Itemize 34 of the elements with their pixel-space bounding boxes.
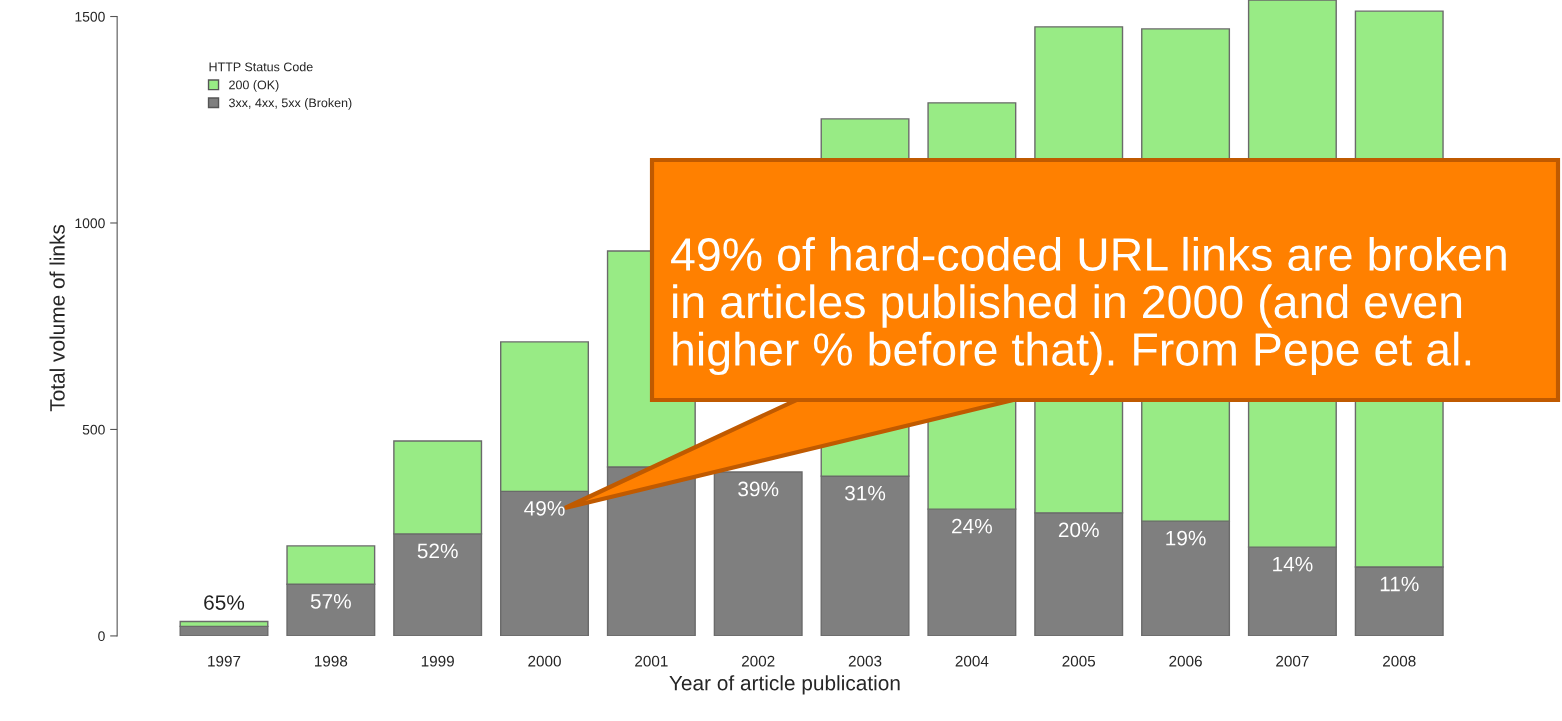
x-tick-label: 2008 xyxy=(1383,655,1416,667)
x-axis-title: Year of article publication xyxy=(669,675,900,695)
annotation: 49% xyxy=(524,501,565,516)
annotation: 65% xyxy=(204,595,245,610)
annotation: 24% xyxy=(952,518,992,534)
legend-title: HTTP Status Code xyxy=(209,62,313,72)
y-axis-title: Total volume of links xyxy=(49,224,65,412)
bar xyxy=(713,471,803,636)
x-tick-label: 2002 xyxy=(741,655,775,667)
annotation: 11% xyxy=(1380,576,1419,592)
x-tick-label: 1997 xyxy=(208,655,241,667)
annotation: 52% xyxy=(417,543,458,559)
x-tick-label: 1998 xyxy=(315,655,348,667)
x-tick-label: 2000 xyxy=(528,655,561,667)
x-tick-label: 2001 xyxy=(635,655,668,667)
y-tick-label: 1000 xyxy=(75,218,105,229)
annotation: 20% xyxy=(1058,522,1099,538)
x-tick-label: 1999 xyxy=(421,655,454,667)
annotation: 14% xyxy=(1273,556,1313,572)
x-tick-label: 2007 xyxy=(1276,655,1309,667)
annotation: 57% xyxy=(310,594,351,609)
annotation: 39% xyxy=(738,481,779,497)
x-tick-label: 2006 xyxy=(1169,655,1202,667)
x-tick-label: 2003 xyxy=(848,655,882,667)
x-tick-label: 2005 xyxy=(1062,655,1096,667)
y-tick-label: 0 xyxy=(98,631,105,642)
annotation: 19% xyxy=(1166,530,1206,546)
legend-label: 3xx, 4xx, 5xx (Broken) xyxy=(229,98,352,110)
legend-label: 200 (OK) xyxy=(229,80,279,92)
y-tick-label: 1500 xyxy=(75,11,105,22)
x-tick-label: 2004 xyxy=(955,655,989,667)
annotation: 31% xyxy=(844,485,886,501)
y-tick-label: 500 xyxy=(82,424,105,435)
annotation: 49% of hard-coded URL links are broken in articles published in 2000 (and even higher % before that). From Pepe et al. xyxy=(671,236,1506,376)
